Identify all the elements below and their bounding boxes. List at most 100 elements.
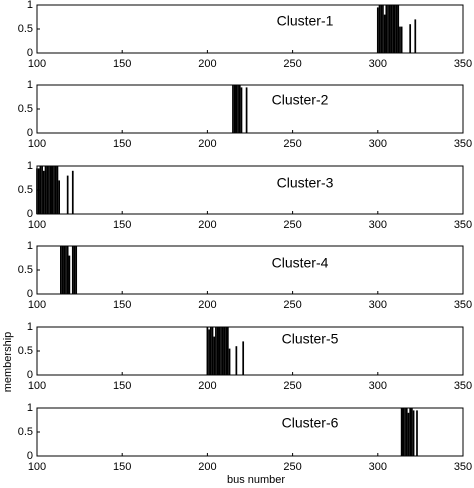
y-tick-label: 0.5 <box>18 184 33 196</box>
y-tick-label: 0.5 <box>18 23 33 35</box>
bar <box>46 166 49 214</box>
bar <box>60 246 62 294</box>
bar <box>39 166 42 214</box>
bar <box>228 348 231 375</box>
bar <box>213 336 216 375</box>
bar <box>409 24 412 53</box>
x-tick-label: 100 <box>28 461 46 473</box>
x-tick-label: 150 <box>113 219 131 231</box>
x-tick-label: 150 <box>113 299 131 311</box>
y-tick-label: 0 <box>27 450 33 462</box>
y-tick-label: 0 <box>27 369 33 381</box>
bar <box>390 5 393 53</box>
bar <box>397 5 400 53</box>
bar <box>238 85 241 133</box>
bar <box>53 166 55 214</box>
y-tick-label: 0.5 <box>18 264 33 276</box>
bar <box>416 410 418 456</box>
y-tick-label: 1 <box>27 321 33 333</box>
bar <box>400 408 403 456</box>
bar <box>216 327 219 375</box>
x-tick-label: 100 <box>28 380 46 392</box>
bar <box>63 246 66 294</box>
cluster-label: Cluster-5 <box>282 331 339 347</box>
x-tick-label: 200 <box>198 138 216 150</box>
y-tick-label: 0 <box>27 288 33 300</box>
bar <box>56 166 59 214</box>
x-tick-label: 200 <box>198 380 216 392</box>
bar <box>405 408 408 456</box>
bar <box>404 408 406 456</box>
bar <box>36 168 38 214</box>
cluster-label: Cluster-6 <box>282 415 339 431</box>
bar <box>382 5 384 53</box>
bar <box>223 327 226 375</box>
bar <box>376 7 379 53</box>
bar <box>221 327 224 375</box>
bar <box>68 255 71 294</box>
x-tick-label: 350 <box>454 380 472 392</box>
x-tick-label: 350 <box>454 299 472 311</box>
bar <box>235 85 238 133</box>
bar <box>400 26 403 53</box>
x-tick-label: 250 <box>283 299 301 311</box>
bar <box>226 327 229 375</box>
plot-area <box>36 245 464 295</box>
y-tick-label: 1 <box>27 240 33 252</box>
y-tick-label: 0 <box>27 127 33 139</box>
y-tick-label: 1 <box>27 402 33 414</box>
x-tick-label: 300 <box>369 299 387 311</box>
bar <box>383 14 386 54</box>
x-tick-label: 350 <box>454 138 472 150</box>
x-tick-label: 350 <box>454 58 472 70</box>
x-tick-label: 150 <box>113 461 131 473</box>
x-tick-label: 150 <box>113 58 131 70</box>
bar <box>211 327 214 375</box>
bar <box>402 408 405 456</box>
bar <box>208 329 210 375</box>
y-axis-label: membership <box>2 332 14 393</box>
bar <box>48 166 50 214</box>
x-axis-label: bus number <box>227 474 285 486</box>
bar <box>71 170 74 214</box>
bar <box>58 180 61 214</box>
bar <box>385 5 388 53</box>
y-tick-label: 1 <box>27 0 33 11</box>
bar <box>218 327 221 375</box>
x-tick-label: 300 <box>369 380 387 392</box>
bar <box>73 246 76 294</box>
x-tick-label: 200 <box>198 219 216 231</box>
x-tick-label: 350 <box>454 219 472 231</box>
bar <box>395 5 398 53</box>
x-tick-label: 150 <box>113 138 131 150</box>
bar <box>225 327 227 375</box>
bar <box>242 341 245 375</box>
bar <box>209 327 212 375</box>
bar <box>42 170 45 214</box>
bar <box>49 166 52 214</box>
y-tick-label: 0 <box>27 208 33 220</box>
bar <box>51 166 54 214</box>
bar <box>215 327 217 375</box>
x-tick-label: 200 <box>198 58 216 70</box>
y-tick-label: 1 <box>27 160 33 172</box>
bar <box>233 85 236 133</box>
bar <box>387 5 389 53</box>
y-tick-label: 0.5 <box>18 426 33 438</box>
plot-area <box>36 326 464 376</box>
y-tick-label: 0 <box>27 47 33 59</box>
bar <box>37 168 40 214</box>
bar <box>378 5 381 53</box>
y-tick-label: 0.5 <box>18 103 33 115</box>
x-tick-label: 100 <box>28 219 46 231</box>
bar <box>407 412 410 456</box>
bar <box>66 175 69 214</box>
bar <box>237 85 239 133</box>
y-tick-label: 0.5 <box>18 345 33 357</box>
x-tick-label: 150 <box>113 380 131 392</box>
bar <box>206 327 209 375</box>
x-tick-label: 250 <box>283 58 301 70</box>
bar <box>71 246 74 294</box>
cluster-label: Cluster-2 <box>272 92 329 108</box>
